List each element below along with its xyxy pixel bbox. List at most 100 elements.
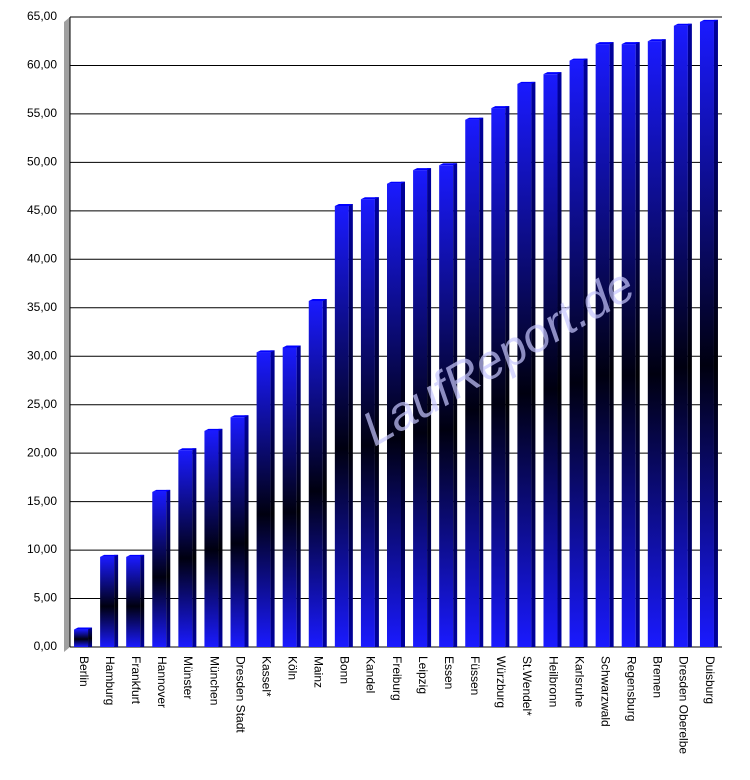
bar-top bbox=[647, 39, 666, 42]
bar-side bbox=[635, 42, 640, 647]
bar-front bbox=[360, 199, 375, 647]
bar-side bbox=[374, 197, 379, 647]
bar bbox=[308, 298, 327, 647]
bar-side bbox=[401, 181, 405, 647]
bar-side bbox=[348, 204, 353, 647]
bar-front bbox=[256, 352, 271, 647]
bar-top bbox=[100, 554, 119, 557]
bar-top bbox=[491, 106, 510, 109]
bar bbox=[256, 350, 275, 647]
x-tick-label: Regensburg bbox=[625, 656, 639, 721]
y-tick-label: 30,00 bbox=[27, 348, 57, 362]
bar-side bbox=[531, 81, 536, 647]
bar-side bbox=[140, 554, 145, 647]
bar-top bbox=[204, 428, 223, 431]
bar-top bbox=[621, 42, 640, 45]
bar-top bbox=[178, 448, 197, 451]
bar-top bbox=[282, 345, 301, 348]
y-tick-label: 60,00 bbox=[27, 58, 57, 72]
bar-front bbox=[387, 183, 401, 647]
bar-top bbox=[543, 72, 562, 75]
y-tick-label: 35,00 bbox=[27, 300, 57, 314]
x-tick-label: Frankfurt bbox=[129, 656, 143, 705]
bar-top bbox=[126, 554, 145, 557]
bar bbox=[465, 117, 484, 647]
bar-side bbox=[713, 19, 718, 648]
bar-front bbox=[126, 556, 141, 647]
bar-side bbox=[453, 163, 458, 648]
bar-side bbox=[427, 168, 432, 647]
bar bbox=[204, 428, 223, 647]
bar-top bbox=[439, 163, 458, 166]
bar-side bbox=[270, 350, 275, 647]
x-tick-label: Würzburg bbox=[494, 656, 508, 708]
bar bbox=[543, 72, 562, 647]
bar-front bbox=[152, 491, 167, 647]
x-tick-label: Hannover bbox=[155, 656, 169, 708]
x-tick-label: Bremen bbox=[651, 656, 665, 698]
bar-top bbox=[230, 415, 249, 418]
bar bbox=[621, 42, 640, 647]
bar-top bbox=[465, 117, 484, 120]
x-tick-label: Hamburg bbox=[103, 656, 117, 705]
bar bbox=[74, 627, 93, 647]
y-tick-label: 65,00 bbox=[27, 9, 57, 23]
x-tick-label: Karlsruhe bbox=[572, 656, 586, 708]
bar-side bbox=[114, 554, 119, 647]
bar bbox=[673, 23, 692, 647]
bar bbox=[413, 168, 432, 647]
bar-top bbox=[699, 19, 718, 22]
bar bbox=[230, 415, 249, 647]
bar bbox=[517, 81, 536, 647]
x-tick-label: Dresden Stadt bbox=[233, 656, 247, 733]
bar-front bbox=[569, 60, 584, 648]
bar bbox=[439, 163, 458, 648]
bar-front bbox=[100, 556, 115, 647]
bar-front bbox=[517, 83, 532, 647]
bar-side bbox=[583, 58, 588, 648]
bar-front bbox=[673, 25, 688, 647]
bar-top bbox=[673, 23, 692, 26]
x-tick-label: Bonn bbox=[338, 656, 352, 684]
bar-side bbox=[88, 627, 93, 647]
x-tick-label: Mainz bbox=[312, 656, 326, 688]
bar-side bbox=[505, 106, 510, 648]
bar-side bbox=[322, 298, 327, 647]
x-tick-label: Füssen bbox=[468, 656, 482, 695]
bar-front bbox=[282, 347, 297, 647]
bar bbox=[387, 181, 405, 647]
bar-top bbox=[595, 42, 614, 45]
x-tick-label: Essen bbox=[442, 656, 456, 689]
x-tick-label: Dresden Oberelbe bbox=[677, 656, 691, 754]
y-tick-label: 15,00 bbox=[27, 494, 57, 508]
y-tick-label: 10,00 bbox=[27, 542, 57, 556]
bar bbox=[100, 554, 119, 647]
bar bbox=[282, 345, 301, 647]
bar-front bbox=[413, 170, 428, 647]
bar-side bbox=[244, 415, 249, 647]
bar bbox=[178, 448, 197, 647]
y-tick-label: 45,00 bbox=[27, 203, 57, 217]
bar-front bbox=[491, 108, 506, 648]
x-tick-label: Berlin bbox=[77, 656, 91, 687]
bar-top bbox=[334, 204, 353, 206]
bar-top bbox=[152, 489, 171, 492]
bar bbox=[360, 197, 379, 647]
bar bbox=[569, 58, 588, 648]
bar bbox=[126, 554, 145, 647]
x-tick-label: Schwarzwald bbox=[598, 656, 612, 727]
bar-side bbox=[192, 448, 197, 647]
bar-front bbox=[465, 119, 480, 647]
bar-top bbox=[256, 350, 275, 353]
bar-front bbox=[74, 629, 89, 647]
bar bbox=[491, 106, 510, 648]
bar-front bbox=[204, 430, 219, 647]
y-tick-label: 40,00 bbox=[27, 251, 57, 265]
bar-front bbox=[334, 206, 349, 647]
bar-front bbox=[699, 21, 714, 648]
bar-top bbox=[413, 168, 432, 171]
bar-front bbox=[178, 450, 193, 647]
x-tick-label: Kandel bbox=[364, 656, 378, 693]
x-tick-label: München bbox=[207, 656, 221, 705]
